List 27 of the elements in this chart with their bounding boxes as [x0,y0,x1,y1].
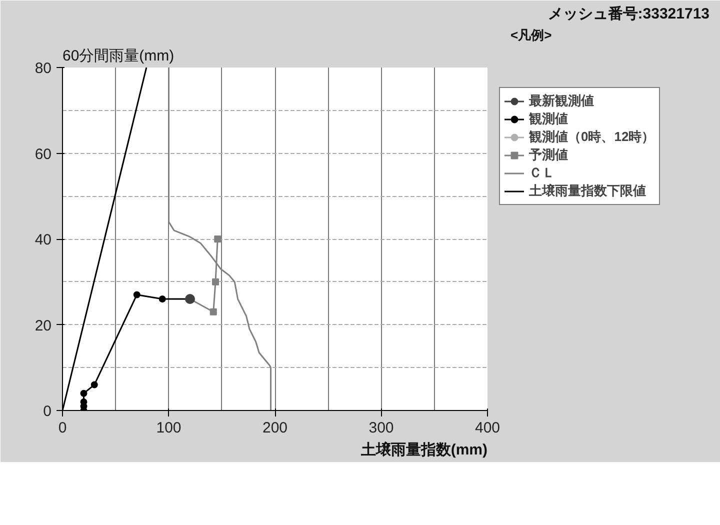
x-tick-label: 300 [368,420,394,436]
y-tick-label: 0 [43,403,52,420]
point [80,390,88,397]
point [158,296,166,303]
x-tick-label: 100 [156,420,182,436]
legend-title: <凡例> [510,28,552,42]
y-tick-label: 20 [34,317,52,334]
point [90,381,98,388]
legend-label: 土壌雨量指数下限値 [529,182,646,200]
text: メッシュ番号:33321713 [548,6,710,22]
legend-label: 観測値 [529,110,568,128]
x-tick-label: 0 [58,420,67,436]
x-tick-label: 200 [262,420,288,436]
legend-label: ＣＬ [529,164,555,182]
point [133,291,140,298]
y-tick-label: 60 [34,146,52,163]
point [214,236,222,242]
x-axis-title: 土壌雨量指数(mm) [360,440,488,458]
y-axis-title: 60分間雨量(mm) [62,48,174,64]
point [212,278,219,286]
legend-label: 最新観測値 [529,92,594,110]
legend-label: 予測値 [529,146,568,164]
point [210,308,217,316]
legend-label: 観測値（0時、12時） [529,128,655,146]
x-tick-label: 400 [474,420,500,436]
y-tick-label: 80 [34,60,52,77]
y-tick-label: 40 [34,232,52,248]
